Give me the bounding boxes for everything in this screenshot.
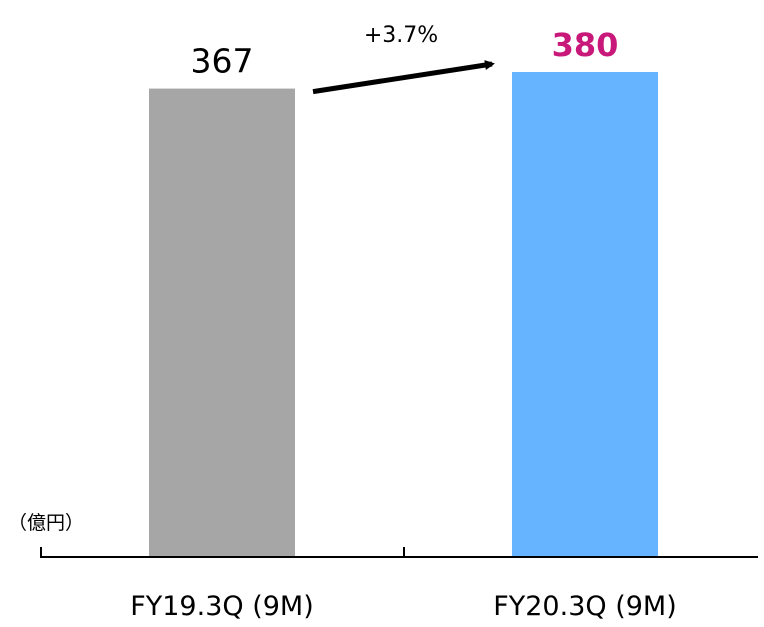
bar-2 [512, 72, 658, 557]
change-arrow [312, 60, 495, 95]
change-label: +3.7% [364, 23, 438, 48]
unit-label: （億円） [8, 512, 85, 534]
x-tick-label-1: FY19.3Q (9M) [130, 591, 314, 622]
value-label-2: 380 [552, 26, 619, 64]
bars-layer [149, 72, 658, 557]
bar-1 [149, 88, 295, 557]
value-label-1: 367 [191, 42, 254, 81]
labels-layer: 367 FY19.3Q (9M) 380 FY20.3Q (9M) [130, 26, 677, 622]
x-tick-label-2: FY20.3Q (9M) [493, 591, 677, 622]
